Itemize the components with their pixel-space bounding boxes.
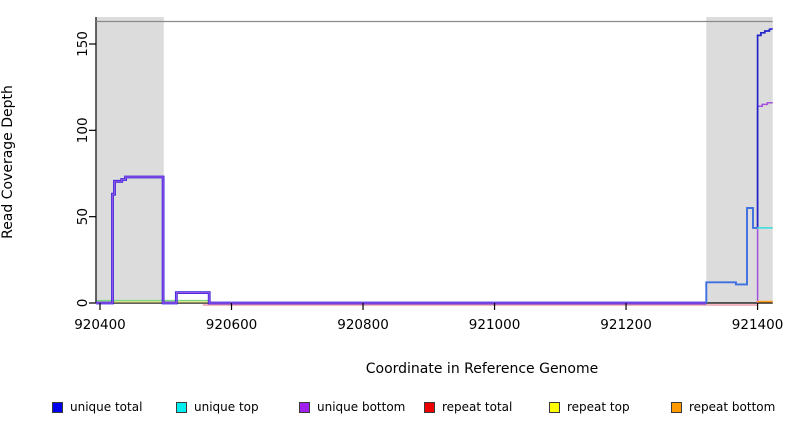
legend-swatch-icon (52, 401, 63, 413)
legend-item-unique-top: unique top (176, 398, 259, 416)
x-axis-label: Coordinate in Reference Genome (365, 361, 599, 377)
x-axis-label-row: Coordinate in Reference Genome (0, 361, 792, 377)
legend-label: unique bottom (317, 400, 406, 414)
right-repeat-region (706, 17, 773, 303)
left-repeat-region (96, 17, 164, 303)
legend-item-repeat-total: repeat total (424, 398, 512, 416)
legend-swatch-icon (299, 401, 310, 413)
y-axis-label: Read Coverage Depth (0, 85, 16, 239)
legend-item-unique-total: unique total (52, 398, 142, 416)
x-tick-label: 920600 (206, 317, 258, 333)
y-tick-label: 100 (75, 117, 91, 143)
y-tick-label: 50 (75, 208, 91, 225)
legend-item-repeat-bottom: repeat bottom (671, 398, 775, 416)
series-unique-total-right-high (756, 27, 773, 228)
legend-swatch-icon (424, 401, 435, 413)
y-tick-label: 0 (75, 299, 91, 308)
legend-label: repeat bottom (689, 400, 776, 414)
x-tick-label: 920400 (74, 317, 126, 333)
series-unique-total-right-low (705, 207, 758, 303)
legend-label: repeat top (567, 400, 630, 414)
x-tick-label: 921000 (469, 317, 521, 333)
series-unique-bottom-left-over (96, 176, 707, 304)
series-unique-total-left-under (96, 175, 707, 305)
legend-swatch-icon (176, 401, 187, 413)
legend-item-repeat-top: repeat top (549, 398, 630, 416)
x-tick-label: 921400 (732, 317, 784, 333)
x-tick-label: 921200 (600, 317, 652, 333)
legend-label: repeat total (442, 400, 513, 414)
y-tick-label: 150 (75, 31, 91, 57)
x-tick-label: 920800 (337, 317, 389, 333)
legend-label: unique total (70, 400, 143, 414)
legend-swatch-icon (549, 401, 560, 413)
legend-item-unique-bottom: unique bottom (299, 398, 405, 416)
legend-swatch-icon (671, 401, 682, 413)
legend-label: unique top (194, 400, 259, 414)
legend: unique total unique top unique bottom repea… (0, 398, 792, 420)
coverage-chart-canvas: 0 50 100 150 920400 920600 920800 921000 921200 9… (74, 17, 784, 333)
